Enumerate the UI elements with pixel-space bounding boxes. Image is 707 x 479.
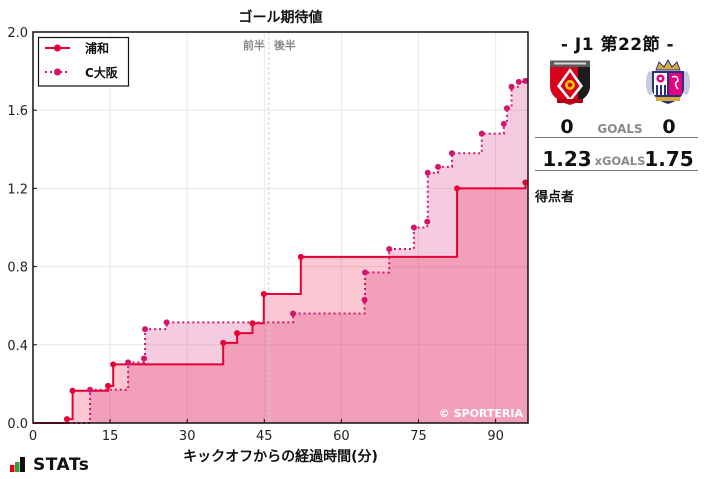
data-point-marker [69, 387, 76, 394]
x-tick-label: 0 [29, 429, 37, 444]
x-tick-label: 30 [179, 429, 196, 444]
data-point-marker [500, 120, 507, 127]
data-point-marker [297, 253, 304, 260]
xgoals-label: xGOALS [594, 154, 646, 168]
data-point-marker [141, 355, 148, 362]
legend-marker-icon [54, 44, 61, 52]
data-point-marker [386, 246, 393, 253]
y-tick-label: 1.2 [7, 182, 28, 197]
data-point-marker [105, 382, 112, 389]
legend-box [37, 36, 130, 87]
series-line [33, 181, 528, 424]
data-point-marker [435, 163, 442, 170]
area-fill [33, 80, 528, 423]
data-point-marker [163, 319, 170, 326]
y-tick-label: 1.6 [7, 104, 28, 119]
data-point-marker [249, 320, 256, 327]
x-tick-label: 90 [487, 429, 504, 444]
x-tick-label: 15 [102, 429, 119, 444]
data-point-marker [503, 105, 510, 112]
series-markers [63, 77, 529, 423]
chart-title: ゴール期待値 [238, 10, 323, 26]
x-tick-label: 75 [410, 429, 427, 444]
data-point-marker [515, 78, 522, 85]
legend-label-cerezo: C大阪 [85, 65, 119, 80]
second-half-label: 後半 [274, 38, 296, 52]
data-point-marker [522, 77, 529, 84]
x-tick-label: 60 [333, 429, 350, 444]
legend-label-urawa: 浦和 [85, 41, 109, 56]
data-point-marker [508, 83, 515, 90]
first-half-label: 前半 [243, 38, 265, 52]
scorers-heading: 得点者 [535, 190, 575, 205]
bar-chart-icon [10, 457, 25, 472]
x-tick-label: 45 [256, 429, 273, 444]
data-point-marker [361, 296, 368, 303]
data-point-marker [448, 150, 455, 157]
area-fill [33, 182, 528, 423]
xgoals-row: 1.23 xGOALS 1.75 [535, 147, 698, 171]
x-axis-label: キックオフからの経過時間(分) [183, 449, 378, 465]
home-goals: 0 [560, 116, 574, 138]
data-point-marker [522, 179, 529, 186]
legend-item-cerezo: C大阪 [45, 65, 119, 80]
data-point-marker [87, 386, 94, 393]
legend-marker-icon [54, 68, 61, 76]
data-point-marker [454, 185, 461, 192]
goals-label: GOALS [597, 122, 643, 136]
y-tick-label: 0.4 [7, 339, 28, 354]
data-point-marker [424, 169, 431, 176]
data-point-marker [478, 130, 485, 137]
goals-row: 0 GOALS 0 [535, 116, 698, 140]
data-point-marker [125, 359, 132, 366]
round-title: - J1 第22節 - [560, 35, 675, 55]
xgoals-divider [535, 170, 698, 171]
legend-item-urawa: 浦和 [45, 41, 109, 56]
y-tick-label: 2.0 [7, 26, 28, 41]
data-point-marker [260, 290, 267, 297]
data-point-marker [424, 218, 431, 225]
data-point-marker [220, 339, 227, 346]
area-fills [33, 80, 528, 423]
legend: 浦和 C大阪 [37, 36, 130, 87]
away-goals: 0 [662, 116, 676, 138]
data-point-marker [234, 330, 241, 337]
urawa-reds-crest-icon [550, 60, 590, 105]
data-point-marker [410, 224, 417, 231]
data-point-marker [362, 269, 369, 276]
data-point-marker [290, 310, 297, 317]
copyright-watermark: © SPORTERIA [439, 407, 524, 420]
brand-name: STATs [33, 455, 90, 475]
axis-ticks: 0.0 0.4 0.8 1.2 1.6 2.0 0 15 30 45 60 75 90 [7, 26, 504, 444]
away-xg: 1.75 [644, 147, 694, 171]
home-xg: 1.23 [542, 147, 592, 171]
cerezo-osaka-crest-icon [646, 59, 690, 104]
plot-frame [32, 31, 529, 424]
data-point-marker [110, 361, 117, 368]
y-tick-label: 0.0 [7, 417, 28, 432]
data-point-marker [63, 416, 70, 423]
y-tick-label: 0.8 [7, 261, 28, 276]
goals-divider [535, 137, 698, 138]
data-point-marker [142, 326, 149, 333]
